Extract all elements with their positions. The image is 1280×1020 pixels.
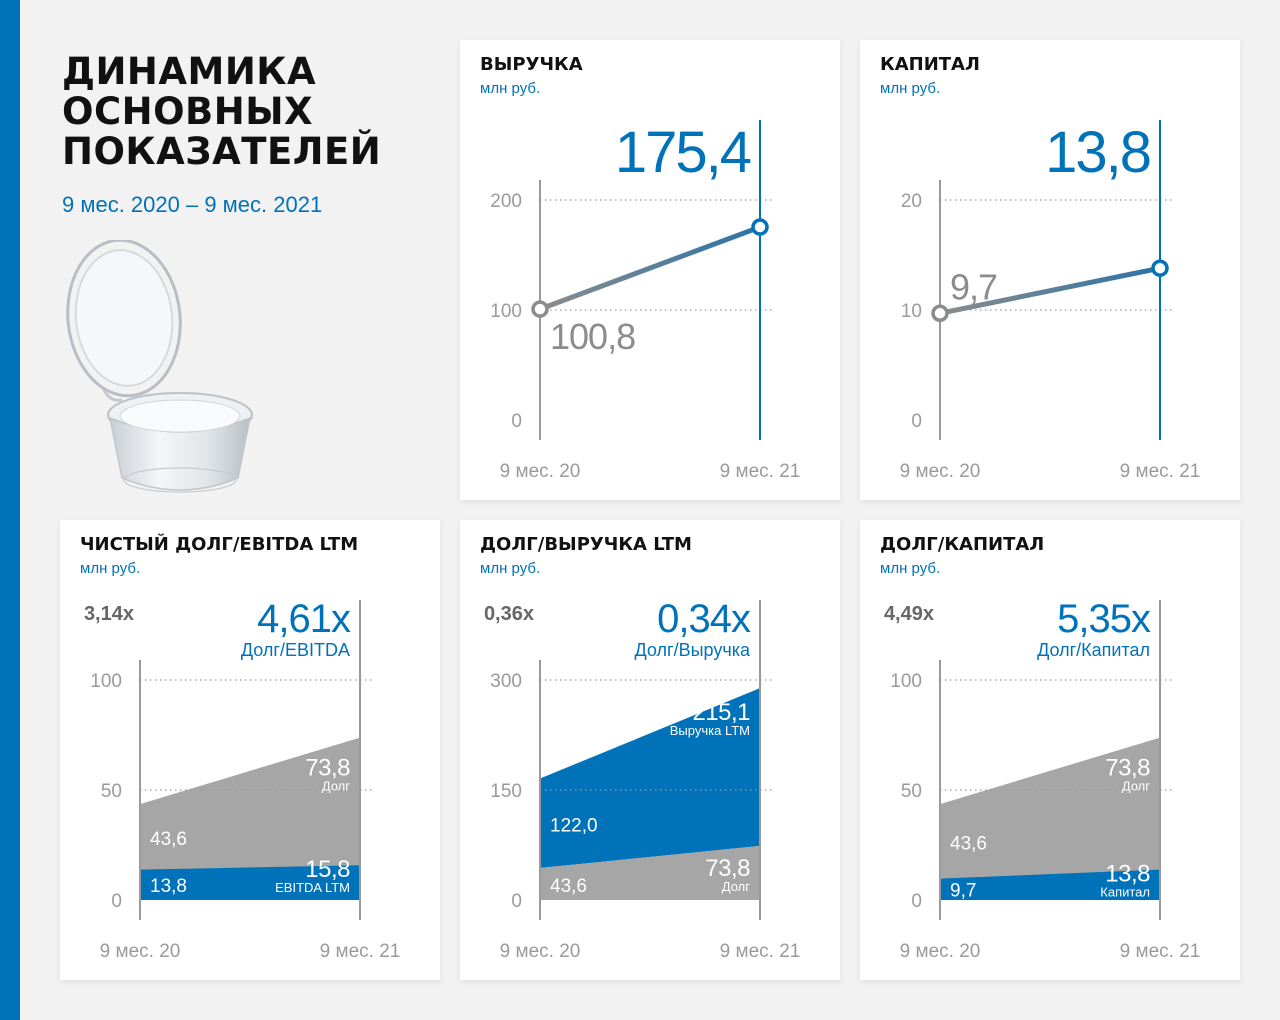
card-unit: млн руб.	[480, 80, 541, 97]
x-tick-label: 9 мес. 21	[320, 941, 401, 962]
area-debt	[540, 845, 760, 900]
y-tick-label: 10	[901, 301, 922, 322]
series-line	[539, 224, 761, 312]
net-debt-ebitda-chart: 0 50 100 9 мес. 20 9 мес. 21 3,14x 4,61xДолг/E…	[84, 597, 401, 962]
value-label-start: 100,8	[550, 316, 635, 357]
point-start	[931, 304, 949, 323]
debt-revenue-card: ДОЛГ/ВЫРУЧКА LTM млн руб. 0 150 300 9 мес. …	[460, 520, 840, 980]
x-tick-label: 9 мес. 21	[1120, 461, 1201, 482]
area-debt	[140, 737, 360, 900]
card-unit: млн руб.	[80, 560, 141, 577]
ratio-caption: Долг/Капитал	[1037, 640, 1150, 660]
series-name: Долг	[322, 779, 350, 794]
card-title: ВЫРУЧКА	[480, 54, 583, 75]
series-name: EBITDA LTM	[275, 880, 350, 895]
y-tick-label: 100	[90, 671, 122, 692]
y-tick-label: 0	[111, 891, 122, 912]
ratio-start-label: 0,36x	[484, 603, 534, 625]
card-title: ДОЛГ/КАПИТАЛ	[880, 534, 1045, 555]
x-tick-label: 9 мес. 21	[720, 461, 801, 482]
series-value-end: 13,8	[1105, 861, 1150, 888]
value-label-start: 9,7	[950, 266, 997, 307]
ratio-end-label: 0,34x	[657, 597, 751, 641]
series-value-start: 13,8	[150, 876, 187, 897]
card-unit: млн руб.	[480, 560, 541, 577]
series-value-end: 73,8	[305, 755, 350, 782]
card-unit: млн руб.	[880, 80, 941, 97]
container-product-image	[66, 240, 253, 493]
point-end	[1151, 259, 1169, 277]
y-tick-label: 0	[911, 891, 922, 912]
series-value-start: 122,0	[550, 815, 598, 836]
y-tick-label: 20	[901, 191, 922, 212]
page-title: ДИНАМИКА ОСНОВНЫХ ПОКАЗАТЕЛЕЙ	[62, 50, 382, 173]
debt-revenue-chart: 0 150 300 9 мес. 20 9 мес. 21 0,36x 0,34xДолг/…	[484, 597, 801, 962]
card-title: ЧИСТЫЙ ДОЛГ/EBITDA LTM	[80, 534, 359, 555]
series-name: Долг	[1122, 779, 1150, 794]
series-value-end: 15,8	[305, 856, 350, 883]
y-tick-label: 200	[490, 191, 522, 212]
series-value-start: 43,6	[150, 829, 187, 850]
series-value-start: 43,6	[550, 876, 587, 897]
ratio-start-label: 3,14x	[84, 603, 134, 625]
x-tick-label: 9 мес. 20	[900, 461, 981, 482]
series-value-end: 73,8	[705, 855, 750, 882]
y-tick-label: 50	[101, 781, 122, 802]
revenue-card: ВЫРУЧКА млн руб. 0 100 200 9 мес. 20 9 мес. …	[460, 40, 840, 500]
series-name: Выручка LTM	[670, 723, 750, 738]
point-start	[531, 300, 549, 318]
debt-equity-chart: 0 50 100 9 мес. 20 9 мес. 21 4,49x 5,35xДолг/К…	[884, 597, 1201, 962]
series-line	[939, 265, 1161, 316]
ratio-caption: Долг/EBITDA	[241, 640, 350, 660]
y-tick-label: 0	[511, 411, 522, 432]
series-value-start: 9,7	[950, 880, 976, 901]
area-debt	[940, 737, 1160, 900]
card-title: КАПИТАЛ	[880, 54, 980, 75]
ratio-caption: Долг/Выручка	[635, 640, 751, 660]
point-end	[751, 218, 769, 236]
y-tick-label: 150	[490, 781, 522, 802]
ratio-end-label: 5,35x	[1057, 597, 1151, 641]
area-revenue	[540, 688, 760, 869]
net-debt-ebitda-card: ЧИСТЫЙ ДОЛГ/EBITDA LTM млн руб. 0 50 100 9 …	[60, 520, 440, 980]
x-tick-label: 9 мес. 20	[900, 941, 981, 962]
debt-equity-card: ДОЛГ/КАПИТАЛ млн руб. 0 50 100 9 мес. 20 9 м…	[860, 520, 1240, 980]
x-tick-label: 9 мес. 20	[100, 941, 181, 962]
value-label-end: 175,4	[615, 120, 751, 185]
value-label-end: 13,8	[1045, 120, 1150, 185]
area-equity	[940, 869, 1160, 900]
series-name: Долг	[722, 879, 750, 894]
revenue-chart: 0 100 200 9 мес. 20 9 мес. 21 100,8 175,4	[490, 120, 801, 482]
y-tick-label: 0	[911, 411, 922, 432]
card-title: ДОЛГ/ВЫРУЧКА LTM	[480, 534, 692, 555]
x-tick-label: 9 мес. 21	[1120, 941, 1201, 962]
ratio-end-label: 4,61x	[257, 597, 351, 641]
series-value-end: 73,8	[1105, 755, 1150, 782]
y-tick-label: 100	[490, 301, 522, 322]
y-tick-label: 100	[890, 671, 922, 692]
series-name: Капитал	[1100, 885, 1150, 900]
y-tick-label: 300	[490, 671, 522, 692]
x-tick-label: 9 мес. 20	[500, 461, 581, 482]
x-tick-label: 9 мес. 21	[720, 941, 801, 962]
series-value-end: 215,1	[692, 699, 750, 726]
series-value-start: 43,6	[950, 833, 987, 854]
page-subtitle: 9 мес. 2020 – 9 мес. 2021	[62, 192, 323, 217]
y-tick-label: 50	[901, 781, 922, 802]
equity-chart: 0 10 20 9 мес. 20 9 мес. 21 9,7 13,8	[900, 120, 1201, 482]
ratio-start-label: 4,49x	[884, 603, 934, 625]
card-unit: млн руб.	[880, 560, 941, 577]
x-tick-label: 9 мес. 20	[500, 941, 581, 962]
side-accent-bar	[0, 0, 20, 1020]
y-tick-label: 0	[511, 891, 522, 912]
equity-card: КАПИТАЛ млн руб. 0 10 20 9 мес. 20 9 мес. 21…	[860, 40, 1240, 500]
header: ДИНАМИКА ОСНОВНЫХ ПОКАЗАТЕЛЕЙ 9 мес. 202…	[62, 52, 381, 218]
area-ebitda	[140, 865, 360, 900]
